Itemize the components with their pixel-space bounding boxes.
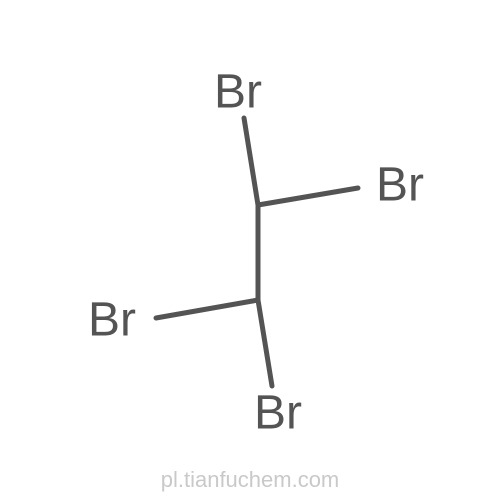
atom-label-br1: Br	[214, 65, 262, 120]
atom-label-br3: Br	[88, 293, 136, 348]
atom-label-br2: Br	[376, 158, 424, 213]
watermark-text: pl.tianfuchem.com	[161, 467, 340, 493]
atom-label-br4: Br	[254, 386, 302, 441]
